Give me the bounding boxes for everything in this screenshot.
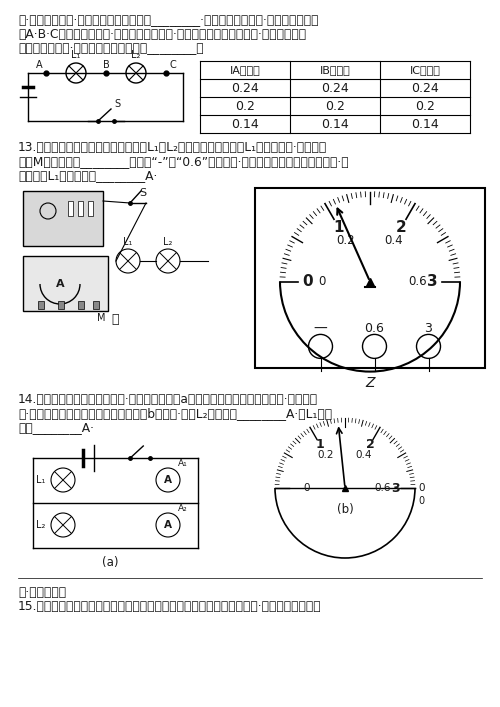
Text: 0: 0 — [418, 496, 424, 506]
Text: —: — — [314, 322, 328, 335]
Text: L₂: L₂ — [132, 50, 140, 60]
Text: 0: 0 — [418, 483, 424, 493]
Text: L₂: L₂ — [36, 520, 45, 530]
Text: IB（安）: IB（安） — [320, 65, 350, 75]
Bar — [23, 191, 103, 246]
Text: L₁: L₁ — [124, 237, 132, 247]
Bar — [78, 201, 83, 216]
Text: 15.小明等三人实验小组用以以下图的电路来研究并联电路中电流的关系·其实验过程以下：: 15.小明等三人实验小组用以以下图的电路来研究并联电路中电流的关系·其实验过程以… — [18, 600, 322, 613]
Text: 2: 2 — [366, 438, 374, 451]
Bar — [38, 301, 44, 309]
Text: 0.24: 0.24 — [411, 81, 439, 95]
Text: A: A — [56, 279, 64, 289]
Text: S: S — [140, 188, 146, 198]
Text: 甲: 甲 — [111, 313, 119, 326]
Text: C: C — [169, 60, 176, 70]
Text: 0: 0 — [318, 275, 326, 288]
Text: (b): (b) — [336, 503, 353, 516]
Text: S: S — [114, 99, 120, 109]
Text: Z: Z — [365, 376, 375, 390]
Text: A₂: A₂ — [178, 504, 188, 513]
Text: 接头M接电流表的________（选填“-”或“0.6”）接线柱·此时电流表的示数如图乙所示·则: 接头M接电流表的________（选填“-”或“0.6”）接线柱·此时电流表的示… — [18, 155, 348, 168]
Text: 0.4: 0.4 — [356, 450, 372, 460]
Text: 0.24: 0.24 — [321, 81, 349, 95]
Bar — [255, 188, 485, 368]
Text: IA（安）: IA（安） — [230, 65, 260, 75]
Text: A: A — [164, 475, 172, 485]
Text: 光·两个电流表的指针所指地址均为图（b）所示·则灯L₂的电流为________A·灯L₁的电: 光·两个电流表的指针所指地址均为图（b）所示·则灯L₂的电流为________A… — [18, 407, 332, 420]
Text: 中·使用电流表时·所测电流不得超出它的________·在以以下图电路中·将电流表分别接: 中·使用电流表时·所测电流不得超出它的________·在以以下图电路中·将电流… — [18, 14, 318, 27]
Text: 0.6: 0.6 — [375, 483, 391, 493]
Text: A: A — [36, 60, 43, 70]
Text: 13.如图甲所示为小明用电流表测灯泡L₁与L₂并联电路中经过灯泡L₁电流的电路·应将导线: 13.如图甲所示为小明用电流表测灯泡L₁与L₂并联电路中经过灯泡L₁电流的电路·… — [18, 141, 327, 154]
Text: 0.2: 0.2 — [318, 450, 334, 460]
Text: 0.4: 0.4 — [384, 233, 404, 247]
Text: 2: 2 — [396, 221, 406, 235]
Text: 0: 0 — [302, 274, 314, 289]
Text: 1: 1 — [316, 438, 324, 451]
Text: B: B — [102, 60, 110, 70]
Text: 0.14: 0.14 — [321, 117, 349, 131]
Text: 三·实验研究题: 三·实验研究题 — [18, 586, 66, 599]
Bar — [93, 301, 99, 309]
Text: 流为________A·: 流为________A· — [18, 421, 94, 434]
Text: 0.2: 0.2 — [336, 233, 355, 247]
Text: 14.在用电流表测电流的实验中·某同学接成图（a）所示的电路；当开关闭合后·两灯都发: 14.在用电流表测电流的实验中·某同学接成图（a）所示的电路；当开关闭合后·两灯… — [18, 393, 318, 406]
Text: 0.2: 0.2 — [415, 100, 435, 112]
Bar — [23, 256, 108, 311]
Text: 0.2: 0.2 — [235, 100, 255, 112]
Bar — [58, 301, 64, 309]
Text: 0: 0 — [304, 483, 310, 493]
Text: L₂: L₂ — [164, 237, 172, 247]
Text: M: M — [98, 313, 106, 323]
Text: 经过灯泡L₁中的电流为________A·: 经过灯泡L₁中的电流为________A· — [18, 169, 158, 182]
Text: A: A — [164, 520, 172, 530]
Text: IC（安）: IC（安） — [410, 65, 440, 75]
Text: 0.14: 0.14 — [411, 117, 439, 131]
Text: A₁: A₁ — [178, 459, 188, 468]
Bar — [68, 201, 73, 216]
Text: 0.6: 0.6 — [408, 275, 428, 288]
Text: 3: 3 — [424, 322, 432, 335]
Text: L₁: L₁ — [36, 475, 45, 485]
Text: 0.14: 0.14 — [231, 117, 259, 131]
Text: (a): (a) — [102, 556, 118, 569]
Bar — [78, 301, 84, 309]
Text: L₁: L₁ — [72, 50, 80, 60]
Text: 数据及相关条件·可得出的初步结论是：________。: 数据及相关条件·可得出的初步结论是：________。 — [18, 42, 204, 55]
Text: 0.6: 0.6 — [364, 322, 384, 335]
Text: 3: 3 — [426, 274, 438, 289]
Text: 3: 3 — [390, 481, 400, 494]
Text: 1: 1 — [334, 221, 344, 235]
Text: 0.24: 0.24 — [231, 81, 259, 95]
Bar — [88, 201, 93, 216]
Text: 0.2: 0.2 — [325, 100, 345, 112]
Text: 在A·B·C三个不一样地址·多次改变电源电压·记录实验数据以下表所示·分析比较实验: 在A·B·C三个不一样地址·多次改变电源电压·记录实验数据以下表所示·分析比较实… — [18, 28, 306, 41]
